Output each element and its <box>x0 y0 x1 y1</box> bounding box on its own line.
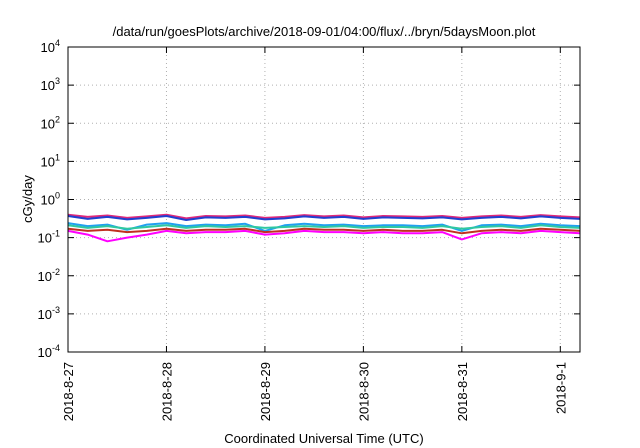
y-tick-label: 10-4 <box>38 343 60 360</box>
series-line-4 <box>67 224 581 230</box>
x-tick-label: 2018-9-1 <box>553 362 568 414</box>
y-axis-label: cGy/day <box>20 175 35 223</box>
series-line-6 <box>67 227 581 235</box>
x-axis: 2018-8-27 2018-8-28 2018-8-29 2018-8-30 2018… <box>61 47 568 421</box>
y-tick-label: 10-3 <box>38 305 60 322</box>
y-tick-label: 10-2 <box>38 267 60 284</box>
series-line-5 <box>67 229 581 243</box>
grid <box>67 47 580 352</box>
x-tick-label: 2018-8-27 <box>61 362 76 421</box>
x-tick-label: 2018-8-30 <box>356 362 371 421</box>
x-tick-label: 2018-8-31 <box>455 362 470 421</box>
y-tick-label: 104 <box>41 38 60 55</box>
series-group <box>67 213 581 243</box>
y-tick-label: 101 <box>41 152 60 169</box>
y-tick-label: 102 <box>41 114 60 131</box>
y-tick-label: 100 <box>41 191 60 208</box>
series-line-3 <box>67 222 581 232</box>
x-axis-label: Coordinated Universal Time (UTC) <box>224 431 423 446</box>
y-tick-label: 10-1 <box>38 229 60 246</box>
y-tick-label: 103 <box>41 76 60 93</box>
chart-title: /data/run/goesPlots/archive/2018-09-01/0… <box>113 24 536 39</box>
series-line-1 <box>67 213 581 220</box>
x-tick-label: 2018-8-29 <box>258 362 273 421</box>
x-tick-label: 2018-8-28 <box>159 362 174 421</box>
y-axis: 10-4 10-3 10-2 10-1 100 101 102 103 104 <box>38 38 580 360</box>
series-line-2 <box>67 215 581 221</box>
